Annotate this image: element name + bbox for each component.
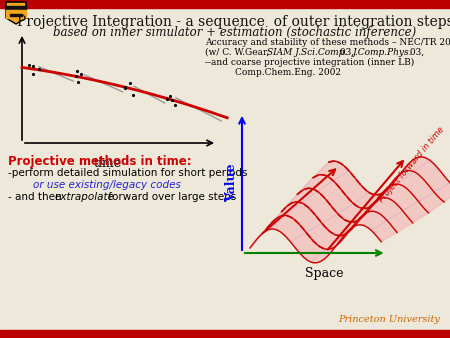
Text: - and then: - and then — [8, 192, 65, 202]
Text: or use existing/legacy codes: or use existing/legacy codes — [33, 180, 181, 190]
Polygon shape — [282, 184, 428, 236]
Polygon shape — [6, 2, 26, 24]
Text: Comp.Chem.Eng. 2002: Comp.Chem.Eng. 2002 — [235, 68, 341, 77]
Text: 03,: 03, — [407, 48, 424, 57]
Text: Princeton University: Princeton University — [338, 315, 440, 324]
Text: Accuracy and stability of these methods – NEC/TR 2001: Accuracy and stability of these methods … — [205, 38, 450, 47]
Text: SIAM J.Sci.Comp.: SIAM J.Sci.Comp. — [267, 48, 347, 57]
Polygon shape — [297, 171, 444, 222]
Polygon shape — [313, 157, 450, 209]
Polygon shape — [266, 198, 413, 249]
Text: Value: Value — [225, 164, 238, 202]
Text: J.Comp.Phys.: J.Comp.Phys. — [353, 48, 413, 57]
Text: based on inner simulator + estimation (stochastic inference): based on inner simulator + estimation (s… — [54, 26, 417, 39]
Text: Space: Space — [305, 267, 343, 280]
Text: -perform detailed simulation for short periods: -perform detailed simulation for short p… — [8, 168, 248, 178]
Text: 03,: 03, — [337, 48, 357, 57]
Bar — [0, 330, 450, 338]
Bar — [0, 0, 450, 8]
Text: (w/ C. W.Gear,: (w/ C. W.Gear, — [205, 48, 275, 57]
Text: --and coarse projective integration (inner LB): --and coarse projective integration (inn… — [205, 58, 414, 67]
Polygon shape — [250, 211, 397, 263]
Text: Projective Integration - a sequence  of outer integration steps: Projective Integration - a sequence of o… — [17, 15, 450, 29]
Text: forward over large steps: forward over large steps — [105, 192, 236, 202]
Text: extrapolate: extrapolate — [55, 192, 115, 202]
Text: time: time — [94, 157, 122, 170]
Text: Projective methods in time:: Projective methods in time: — [8, 155, 192, 168]
Text: Project forward in time: Project forward in time — [377, 125, 446, 204]
